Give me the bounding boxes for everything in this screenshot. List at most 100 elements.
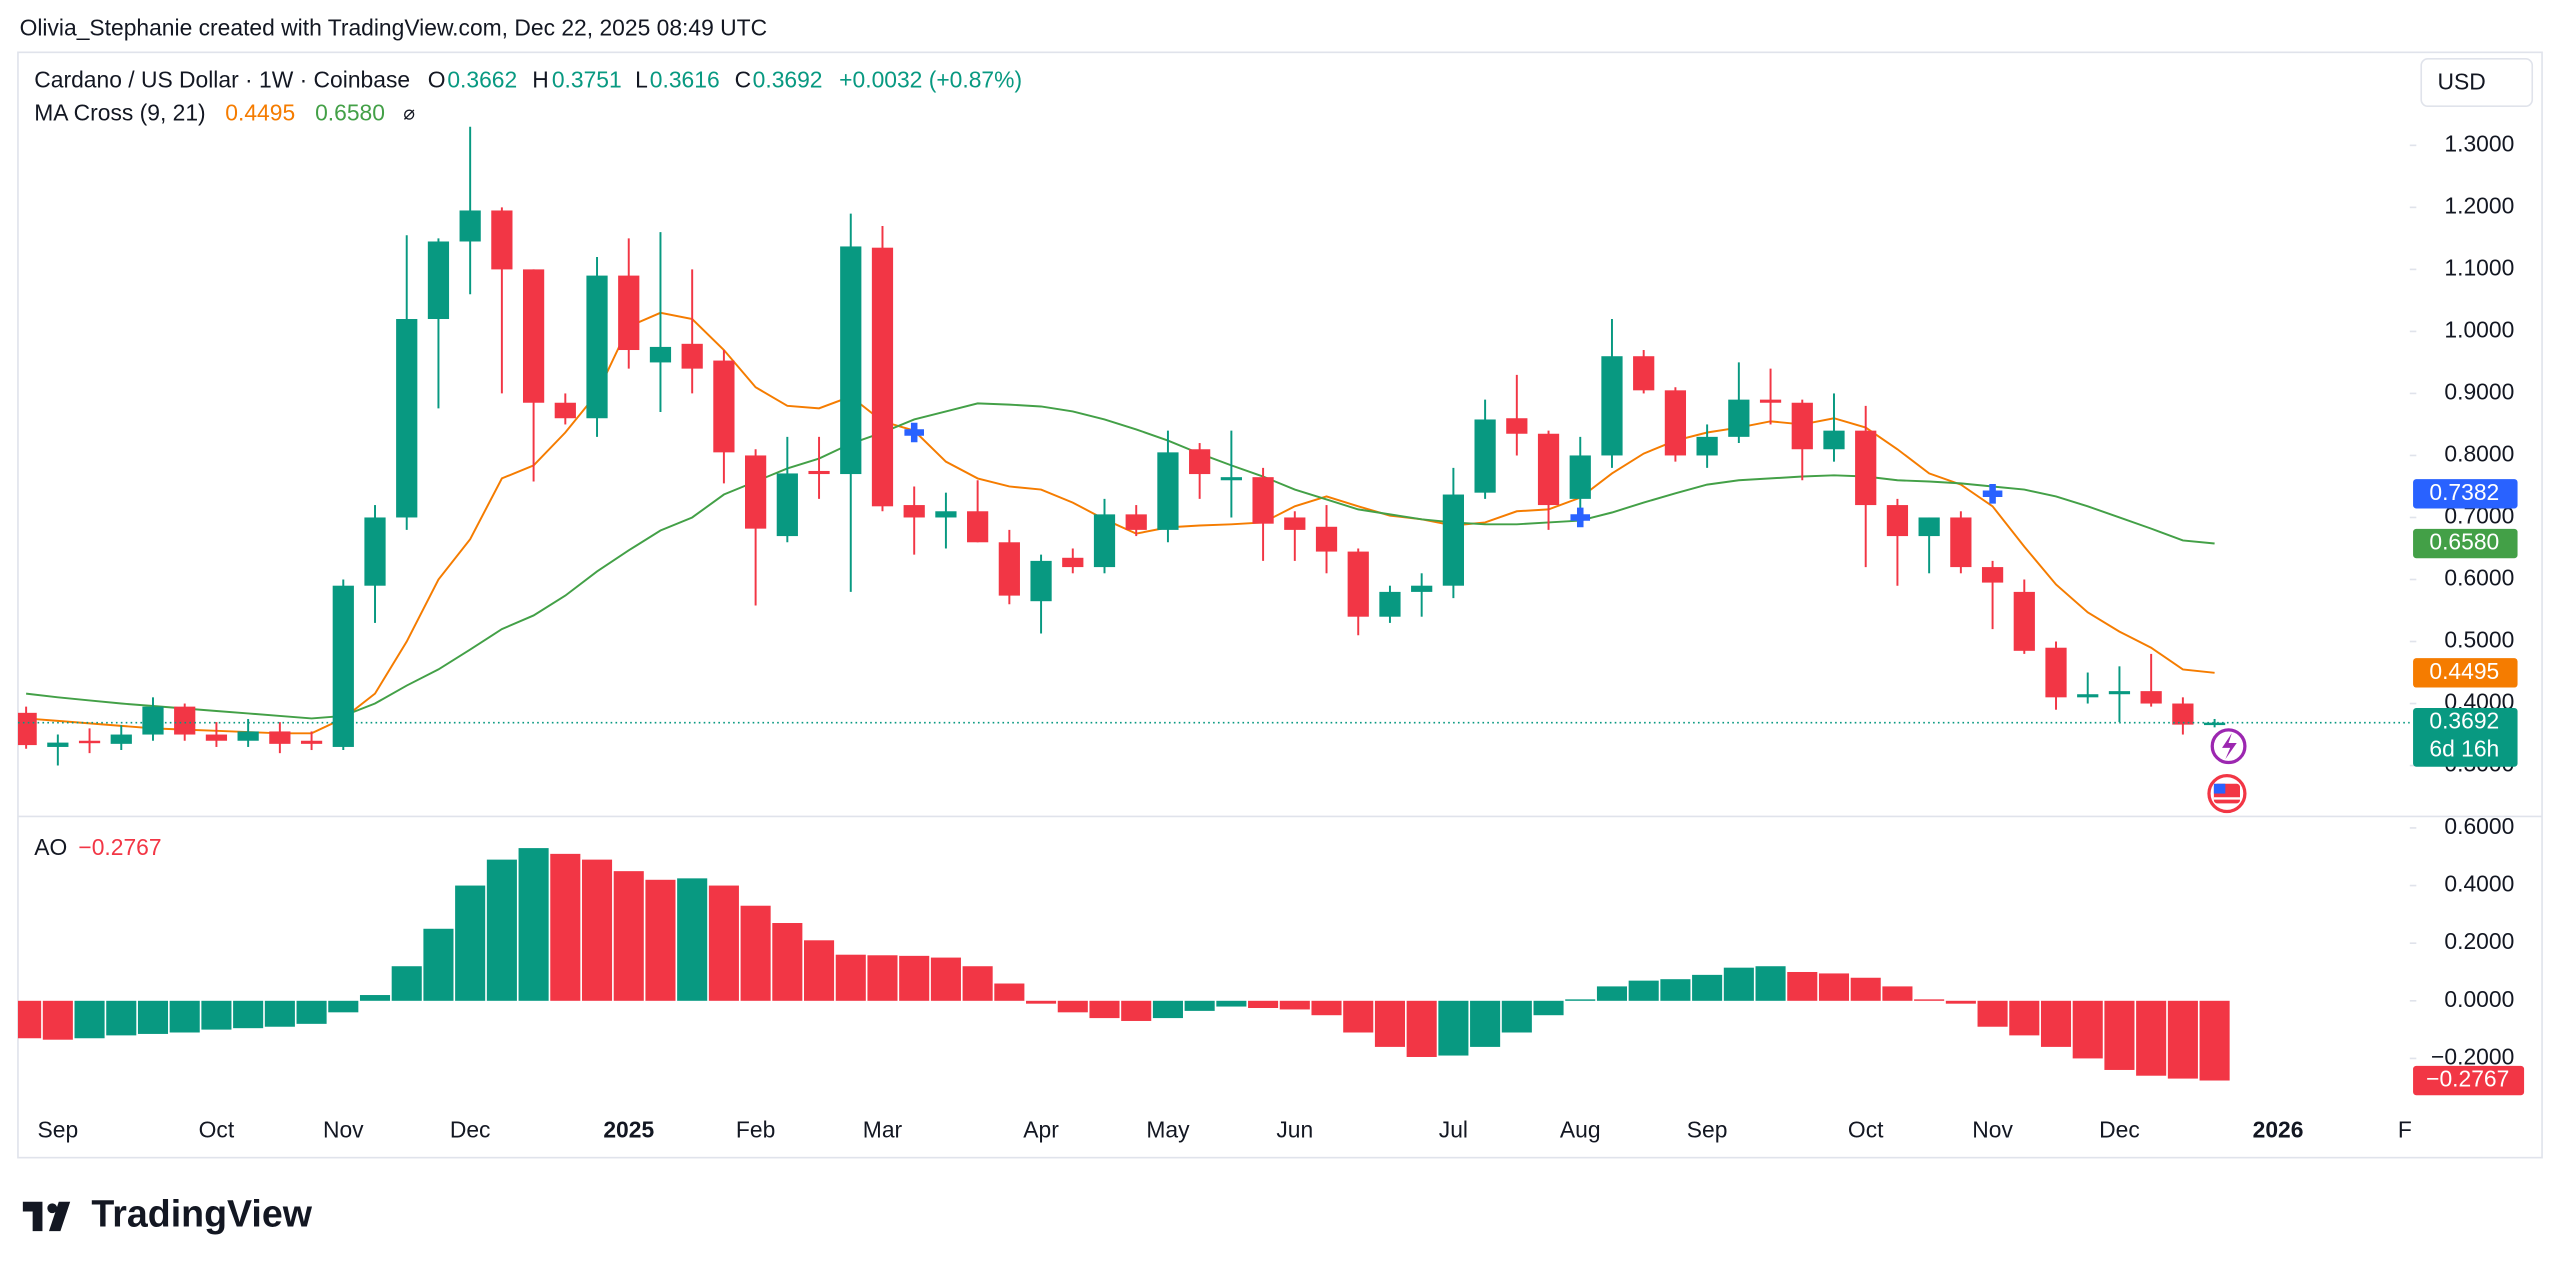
candle-body (998, 542, 1020, 596)
ohlc-key: L (635, 67, 648, 93)
x-tick-label: Oct (1848, 1117, 1884, 1143)
ao-bar (1723, 967, 1754, 1001)
candle-body (1950, 517, 1972, 568)
ao-bar (264, 1000, 295, 1027)
x-tick-label: Dec (450, 1117, 491, 1143)
y-tick-label: 1.0000 (2444, 316, 2514, 342)
ao-bar (423, 928, 454, 1001)
currency-button[interactable] (2420, 58, 2534, 108)
ao-bar (835, 954, 866, 1001)
candle-body (396, 319, 418, 518)
candle-body (17, 712, 37, 746)
price-change: +0.0032 (+0.87%) (839, 67, 1022, 93)
candle-body (745, 455, 767, 529)
ao-bar (17, 1000, 42, 1039)
ao-bar (1057, 1000, 1088, 1013)
ao-value: −0.2767 (78, 834, 161, 860)
y-tick-label: 0.2000 (2444, 928, 2514, 954)
indicator-value: 0.4495 (225, 99, 295, 125)
ao-bar (1628, 980, 1659, 1001)
flag-canton (2213, 783, 2226, 794)
candle-body (1189, 449, 1211, 475)
candle-body (776, 473, 798, 537)
ao-bar (1945, 1000, 1976, 1004)
ao-bar (550, 853, 581, 1001)
y-tick-label: 0.4000 (2444, 871, 2514, 897)
indicator-name: MA Cross (9, 21) (34, 99, 205, 125)
y-tick-label: 0.0000 (2444, 986, 2514, 1012)
price-badge (2413, 479, 2518, 509)
candle-body (808, 470, 830, 475)
ao-bar (359, 995, 391, 1001)
candle-body (2172, 703, 2194, 725)
candle-body (522, 269, 545, 403)
ao-bar (2009, 1000, 2040, 1036)
y-tick-label: 1.2000 (2444, 192, 2514, 218)
x-tick-label: May (1146, 1117, 1190, 1143)
axes: 0.30000.40000.50000.60000.70000.80000.90… (38, 130, 2525, 1143)
y-tick-label: 0.8000 (2444, 440, 2514, 466)
ao-bar (455, 885, 486, 1001)
y-tick-label: 0.6000 (2444, 813, 2514, 839)
x-tick-label: Jul (1439, 1117, 1468, 1143)
ohlc-value: 0.3616 (650, 67, 720, 93)
candle-body (459, 210, 481, 242)
x-tick-label: Oct (199, 1117, 235, 1143)
candle-body (205, 734, 228, 741)
ao-bar (1692, 974, 1723, 1001)
candle-body (269, 731, 291, 744)
candle-body (1315, 526, 1338, 552)
y-tick-label: 0.5000 (2444, 627, 2514, 653)
candle-body (110, 734, 132, 744)
ao-bar (1596, 986, 1628, 1001)
ao-bar (2040, 1000, 2072, 1047)
candle-body (332, 585, 354, 747)
candle-body (300, 740, 323, 744)
ao-bar (391, 966, 422, 1001)
ao-bar (1660, 979, 1691, 1001)
cross-marker (1570, 507, 1591, 528)
ao-bar (1470, 1000, 1501, 1047)
x-tick-label: Nov (1972, 1117, 2013, 1143)
candle-body (1537, 433, 1560, 506)
candle-body (78, 740, 101, 744)
ma-line (26, 402, 2215, 720)
ao-bar (201, 1000, 232, 1030)
ao-bar (2199, 1000, 2230, 1081)
ao-bar (804, 940, 835, 1001)
candle-body (2013, 591, 2035, 651)
x-tick-label: Sep (1687, 1117, 1728, 1143)
ao-bar (1311, 1000, 1342, 1016)
candle-body (1062, 557, 1084, 568)
ao-bar (518, 848, 549, 1001)
event-icons (2207, 728, 2247, 814)
plot-area (17, 126, 2410, 1081)
ao-bar (42, 1000, 73, 1040)
symbol-title: Cardano / US Dollar · 1W · Coinbase (34, 67, 410, 93)
price-badge-label: 0.4495 (2429, 658, 2499, 684)
currency[interactable]: USD (2438, 68, 2486, 94)
ao-bar (1216, 1000, 1247, 1007)
x-tick-label: Mar (863, 1117, 903, 1143)
price-badge-label: 0.6580 (2429, 529, 2499, 555)
candle-body (2108, 691, 2131, 695)
candle-body (1125, 514, 1147, 530)
ao-bar (1438, 1000, 1469, 1056)
x-tick-label: 2026 (2253, 1117, 2304, 1143)
ao-bar (1914, 999, 1945, 1001)
candle-body (1474, 419, 1496, 493)
y-tick-label: 0.9000 (2444, 378, 2514, 404)
price-badge-label: 0.7382 (2429, 479, 2499, 505)
candle-body (967, 511, 989, 543)
candle-body (174, 706, 196, 735)
ao-bar (1026, 1000, 1057, 1004)
candle-body (1347, 551, 1369, 617)
candle-body (1791, 402, 1813, 450)
ao-bar (1406, 1000, 1437, 1057)
candle-body (2045, 647, 2067, 698)
ao-bar (740, 905, 771, 1001)
lightning (2222, 733, 2237, 760)
ao-bar (1279, 1000, 1310, 1010)
ao-bar (2072, 1000, 2103, 1059)
